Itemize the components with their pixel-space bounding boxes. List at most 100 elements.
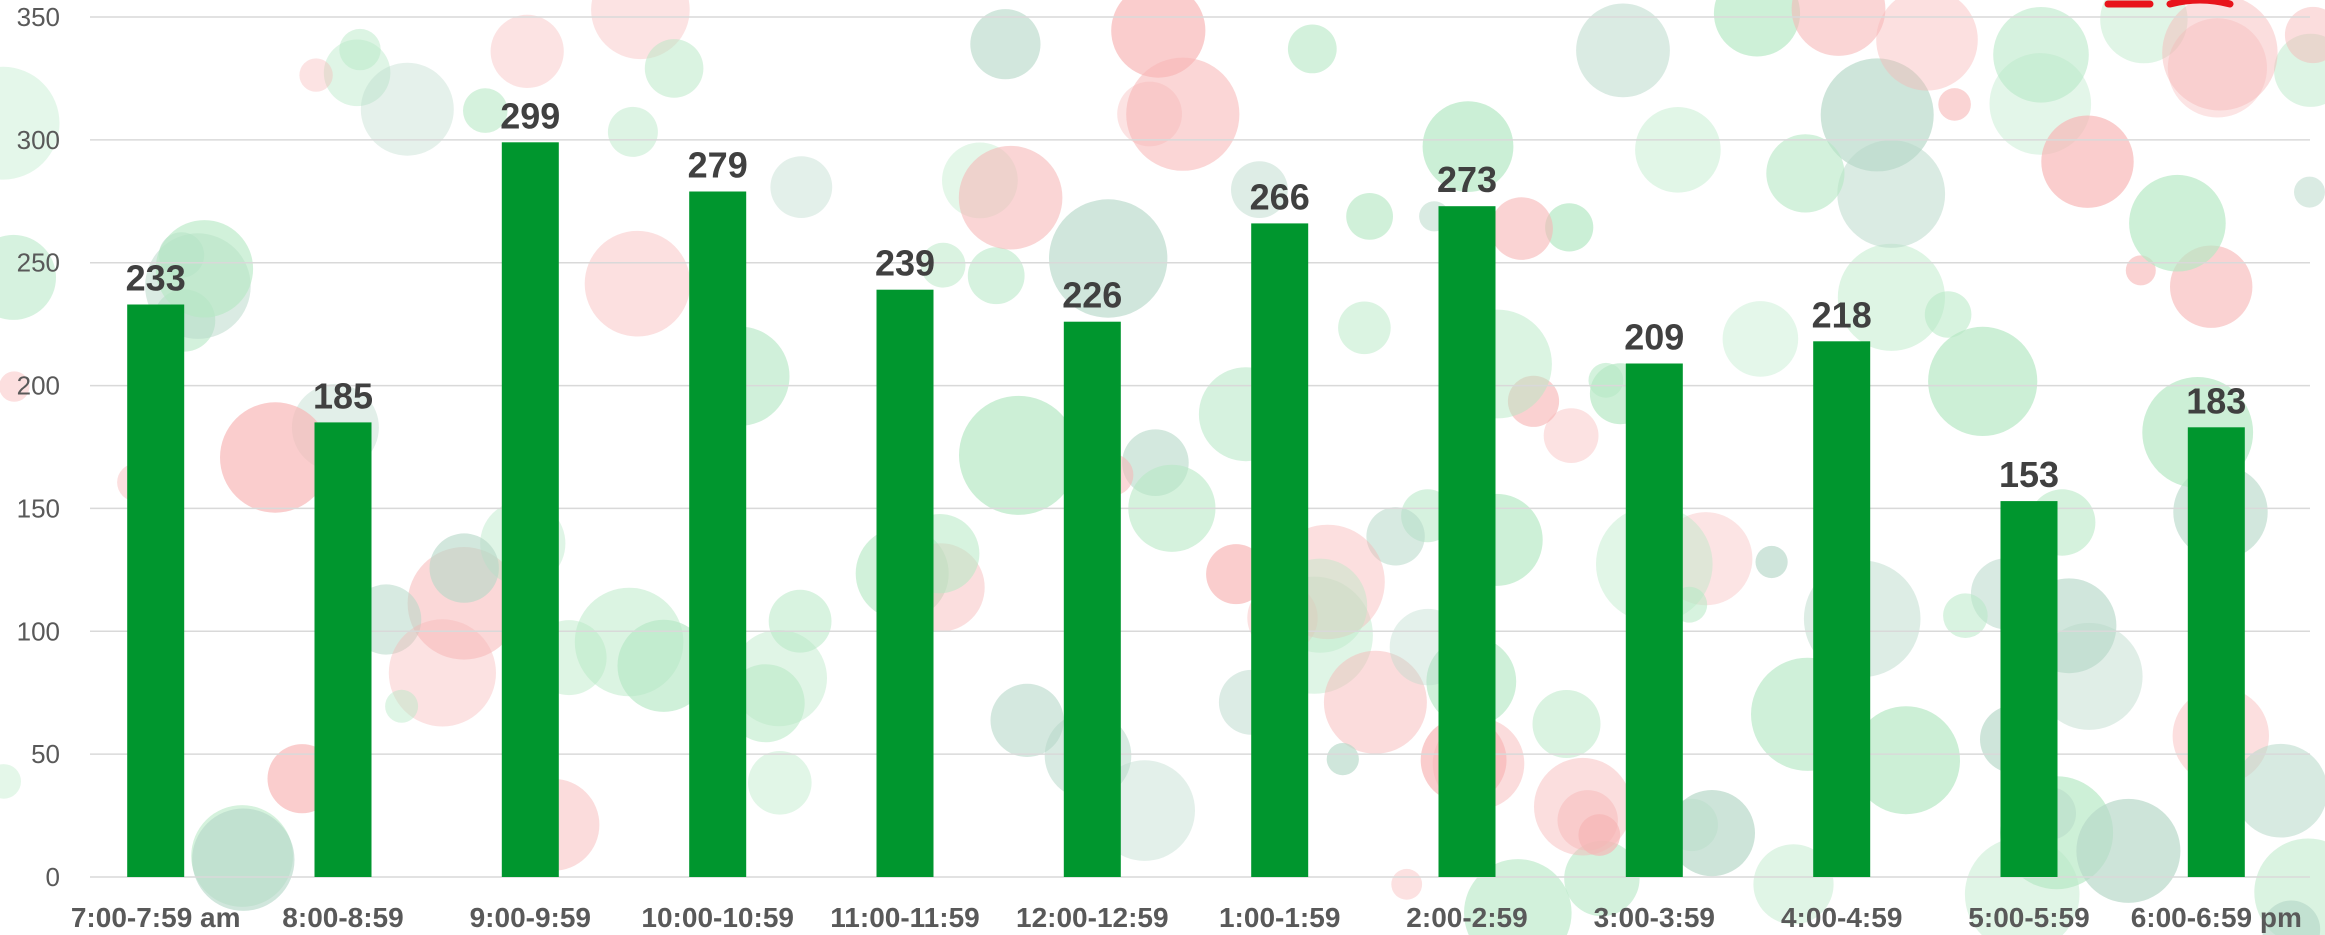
background-dot xyxy=(2041,115,2134,208)
data-label: 226 xyxy=(1062,275,1122,316)
background-dot xyxy=(2284,6,2325,64)
x-tick-label: 5:00-5:59 xyxy=(1968,902,2089,933)
background-dot xyxy=(463,88,508,133)
background-dot xyxy=(1755,545,1788,579)
background-dot xyxy=(990,683,1064,758)
background-dot xyxy=(1126,57,1240,171)
data-label: 299 xyxy=(500,95,560,136)
background-dot xyxy=(1422,101,1514,192)
background-dot xyxy=(967,247,1025,305)
background-dot xyxy=(1837,243,1945,351)
background-dot xyxy=(1564,840,1640,917)
bars xyxy=(127,142,2245,878)
background-dot xyxy=(748,751,812,815)
x-tick-label: 8:00-8:59 xyxy=(282,902,403,933)
background-dot xyxy=(2100,0,2188,64)
background-dot xyxy=(1668,790,1755,877)
background-dot xyxy=(1323,650,1427,754)
x-axis: 7:00-7:59 am 8:00-8:59 9:00-9:59 10:00-10:5… xyxy=(71,902,2302,933)
bar xyxy=(501,142,559,878)
y-tick-label: 50 xyxy=(31,739,60,769)
x-tick-label: 9:00-9:59 xyxy=(470,902,591,933)
y-tick-label: 300 xyxy=(17,125,60,155)
bar xyxy=(1625,363,1683,877)
data-label: 185 xyxy=(313,375,373,416)
background-dot xyxy=(1557,790,1618,851)
background-dot xyxy=(1924,291,1972,338)
data-label: 233 xyxy=(126,258,186,299)
background-dot xyxy=(1943,593,1988,638)
background-dot xyxy=(970,9,1041,80)
background-dot xyxy=(1543,408,1599,463)
bar xyxy=(876,289,934,877)
x-tick-label: 11:00-11:59 xyxy=(830,902,979,933)
background-dot xyxy=(0,234,56,320)
background-dot xyxy=(1338,301,1391,355)
background-dot xyxy=(1534,757,1632,856)
background-dot xyxy=(644,39,704,98)
background-dot xyxy=(0,764,21,799)
x-tick-label: 12:00-12:59 xyxy=(1016,902,1169,933)
background-dot xyxy=(1722,301,1799,377)
data-label: 153 xyxy=(1999,454,2059,495)
y-tick-label: 200 xyxy=(17,371,60,401)
background-dot xyxy=(2076,798,2181,903)
background-dot xyxy=(1117,81,1182,147)
background-dot xyxy=(959,395,1078,515)
x-tick-label: 6:00-6:59 pm xyxy=(2131,902,2302,933)
background-dot xyxy=(2129,174,2226,272)
x-tick-label: 1:00-1:59 xyxy=(1219,902,1340,933)
background-dot xyxy=(2233,743,2325,838)
background-dot xyxy=(1231,161,1288,219)
data-label: 266 xyxy=(1250,176,1310,217)
y-tick-label: 100 xyxy=(17,616,60,646)
background-dot xyxy=(1391,868,1423,900)
background-dot xyxy=(1346,193,1393,240)
background-dot xyxy=(388,619,496,727)
background-dot xyxy=(958,145,1063,250)
y-tick-label: 150 xyxy=(17,493,60,523)
corner-red-stroke xyxy=(2104,0,2234,8)
background-dot xyxy=(385,689,419,723)
y-axis: 0 50 100 150 200 250 300 350 xyxy=(17,2,60,892)
data-label: 183 xyxy=(2186,380,2246,421)
background-dot xyxy=(1578,814,1621,856)
bar xyxy=(2187,427,2245,877)
y-tick-label: 350 xyxy=(17,2,60,32)
background-dot xyxy=(339,28,381,71)
background-dot xyxy=(1326,743,1359,776)
data-labels: 233 185 299 279 239 226 266 273 209 218 153 183 xyxy=(126,95,2247,495)
background-dot xyxy=(1545,203,1594,252)
background-dot xyxy=(584,230,691,337)
background-dot xyxy=(1852,706,1960,815)
background-dot xyxy=(1532,690,1601,758)
background-dot xyxy=(617,619,710,712)
bar xyxy=(1813,341,1871,877)
background-dot xyxy=(1837,140,1946,248)
background-dot xyxy=(0,66,60,180)
background-dot xyxy=(192,808,295,911)
background-dot xyxy=(768,589,832,653)
data-label: 218 xyxy=(1812,294,1872,335)
x-tick-label: 2:00-2:59 xyxy=(1406,902,1527,933)
background-dot xyxy=(2162,0,2278,111)
background-dot xyxy=(1766,134,1845,213)
x-tick-label: 7:00-7:59 am xyxy=(71,902,241,933)
background-dot xyxy=(1490,197,1553,260)
y-tick-label: 0 xyxy=(46,862,60,892)
data-label: 273 xyxy=(1437,159,1497,200)
background-dot xyxy=(920,242,966,288)
bar xyxy=(1063,321,1121,877)
background-dot xyxy=(1507,375,1560,427)
bar xyxy=(689,191,747,877)
x-tick-label: 4:00-4:59 xyxy=(1781,902,1902,933)
x-tick-label: 10:00-10:59 xyxy=(641,902,794,933)
bar xyxy=(314,422,372,877)
background-dot xyxy=(1713,0,1801,57)
data-label: 239 xyxy=(875,243,935,284)
background-dot xyxy=(490,14,564,88)
background-dot xyxy=(360,62,454,156)
background-dot xyxy=(0,371,30,402)
